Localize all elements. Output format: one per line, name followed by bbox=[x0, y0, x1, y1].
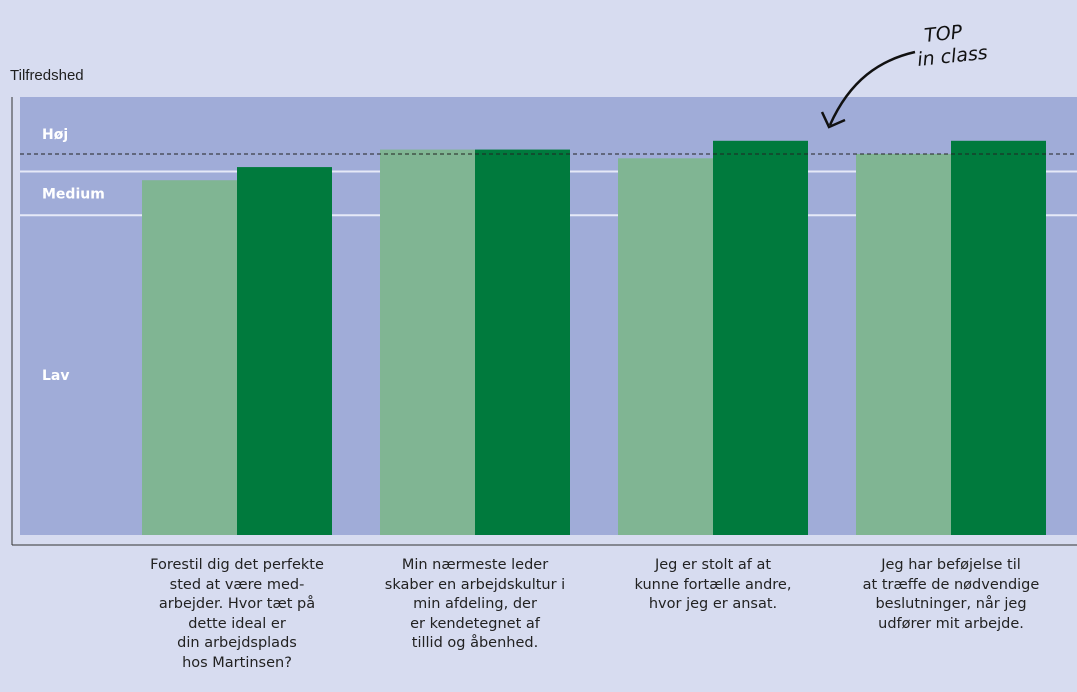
bar-series1-cat3 bbox=[618, 158, 713, 535]
bar-series1-cat1 bbox=[142, 180, 237, 535]
y-axis-label: Tilfredshed bbox=[10, 67, 84, 84]
band-label: Høj bbox=[42, 127, 68, 143]
annotation-arrow-icon bbox=[828, 50, 916, 126]
category-label: Jeg har beføjelse til at træffe de nødven… bbox=[862, 557, 1040, 632]
bar-series1-cat2 bbox=[380, 149, 475, 535]
bar-series2-cat1 bbox=[237, 167, 332, 535]
bar-series2-cat4 bbox=[951, 140, 1046, 536]
category-label: Forestil dig det perfekte sted at være me… bbox=[150, 557, 324, 671]
annotation-line1: TOP bbox=[923, 21, 964, 47]
top-in-class-annotation: TOP in class bbox=[820, 21, 989, 129]
category-label: Min nærmeste leder skaber en arbejdskultu… bbox=[384, 557, 566, 651]
bar-series1-cat4 bbox=[856, 153, 951, 535]
annotation-arrowhead-icon bbox=[820, 111, 846, 129]
bar-series2-cat3 bbox=[713, 140, 808, 536]
bar-series2-cat2 bbox=[475, 149, 570, 535]
category-label: Jeg er stolt af at kunne fortælle andre, h… bbox=[634, 557, 792, 612]
band-label: Lav bbox=[42, 368, 70, 384]
band-label: Medium bbox=[42, 186, 105, 202]
